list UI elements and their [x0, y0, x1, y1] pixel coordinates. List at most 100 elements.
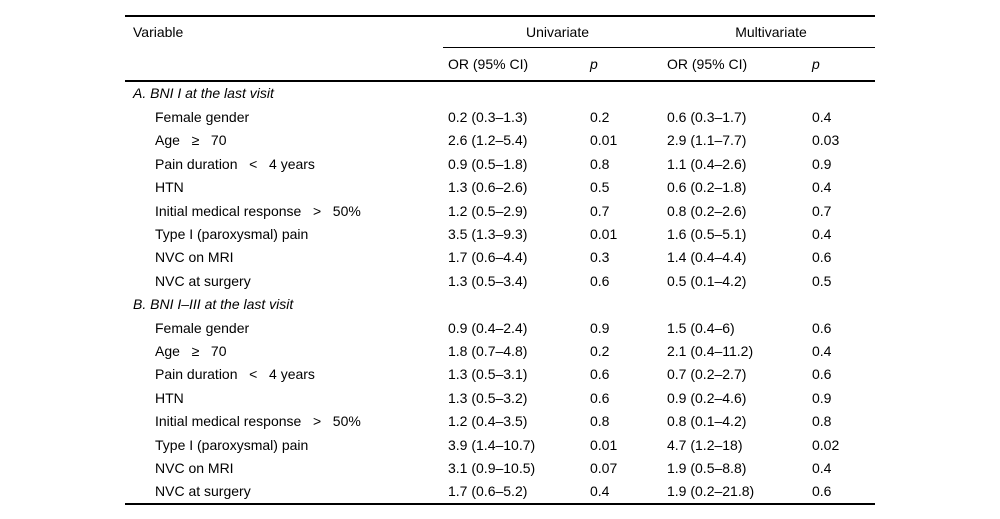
row-label-cell: NVC at surgery [155, 272, 251, 289]
table-row: Initial medical response > 50% 1.2 (0.5–2… [125, 199, 875, 222]
table-subheader-row: OR (95% CI) p OR (95% CI) p [125, 48, 875, 80]
table-row: Pain duration < 4 years 0.9 (0.5–1.8) 0.8 1… [125, 152, 875, 175]
univariate-or-cell: 3.1 (0.9–10.5) [448, 459, 536, 476]
row-label-cell: NVC on MRI [155, 459, 234, 476]
table-row: HTN 1.3 (0.6–2.6) 0.5 0.6 (0.2–1.8) 0.4 [125, 176, 875, 199]
multivariate-p-cell: 0.6 [812, 249, 832, 266]
table-row: Female gender 0.9 (0.4–2.4) 0.9 1.5 (0.4–6)… [125, 316, 875, 339]
row-label-cell: Type I (paroxysmal) pain [155, 226, 309, 243]
univariate-p-cell: 0.6 [590, 366, 610, 383]
multivariate-or-cell: 2.1 (0.4–11.2) [667, 342, 754, 359]
table-top-rule [125, 15, 875, 17]
univariate-or-cell: 0.9 (0.4–2.4) [448, 319, 528, 336]
univariate-p-cell: 0.8 [590, 155, 610, 172]
row-label-cell: Pain duration < 4 years [155, 366, 315, 383]
header-body-rule [125, 80, 875, 82]
results-table: Variable Univariate Multivariate OR (95%… [125, 15, 875, 506]
univariate-group-header: Univariate [525, 24, 590, 40]
multivariate-or-cell: 1.6 (0.5–5.1) [667, 226, 747, 243]
row-label-cell: Initial medical response > 50% [155, 413, 361, 430]
multivariate-p-cell: 0.7 [812, 202, 832, 219]
multivariate-or-cell: 0.5 (0.1–4.2) [667, 272, 747, 289]
table-row: NVC at surgery 1.3 (0.5–3.4) 0.6 0.5 (0.1–4… [125, 269, 875, 292]
univariate-p-cell: 0.2 [590, 109, 610, 126]
univariate-or-cell: 1.2 (0.4–3.5) [448, 413, 528, 430]
multivariate-p-cell: 0.02 [812, 436, 840, 453]
table-bottom-rule [125, 503, 875, 506]
table-row: NVC at surgery 1.7 (0.6–5.2) 0.4 1.9 (0.2–2… [125, 480, 875, 503]
univariate-or-cell: 0.2 (0.3–1.3) [448, 109, 528, 126]
univariate-p-cell: 0.6 [590, 389, 610, 406]
univariate-or-cell: 3.5 (1.3–9.3) [448, 226, 528, 243]
univariate-or-cell: 0.9 (0.5–1.8) [448, 155, 528, 172]
table-row: Pain duration < 4 years 1.3 (0.5–3.1) 0.6 0… [125, 363, 875, 386]
table-row: Type I (paroxysmal) pain 3.5 (1.3–9.3) 0.0… [125, 222, 875, 245]
table-group-header-row: Variable Univariate Multivariate [125, 17, 875, 47]
multivariate-or-cell: 1.4 (0.4–4.4) [667, 249, 747, 266]
table-row: Age ≥ 70 2.6 (1.2–5.4) 0.01 2.9 (1.1–7.7) 0.… [125, 129, 875, 152]
multivariate-or-cell: 0.8 (0.1–4.2) [667, 413, 747, 430]
multivariate-p-cell: 0.4 [812, 226, 832, 243]
multivariate-p-cell: 0.6 [812, 366, 832, 383]
row-label-cell: Initial medical response > 50% [155, 202, 361, 219]
univariate-p-cell: 0.6 [590, 272, 610, 289]
univariate-p-cell: 0.9 [590, 319, 610, 336]
multivariate-or-cell: 0.8 (0.2–2.6) [667, 202, 747, 219]
multivariate-p-cell: 0.9 [812, 155, 832, 172]
multivariate-or-cell: 1.1 (0.4–2.6) [667, 155, 747, 172]
univariate-or-cell: 3.9 (1.4–10.7) [448, 436, 536, 453]
univariate-p-cell: 0.3 [590, 249, 610, 266]
multivariate-p-cell: 0.4 [812, 179, 832, 196]
univariate-p-cell: 0.01 [590, 226, 618, 243]
univariate-or-cell: 1.7 (0.6–5.2) [448, 483, 528, 500]
univariate-p-cell: 0.07 [590, 459, 618, 476]
table-row: Female gender 0.2 (0.3–1.3) 0.2 0.6 (0.3–1.… [125, 105, 875, 128]
table-row: HTN 1.3 (0.5–3.2) 0.6 0.9 (0.2–4.6) 0.9 [125, 386, 875, 409]
univariate-p-cell: 0.7 [590, 202, 610, 219]
multivariate-p-cell: 0.5 [812, 272, 832, 289]
univariate-p-cell: 0.2 [590, 342, 610, 359]
group-header-underline [443, 47, 875, 48]
multivariate-or-cell: 0.6 (0.2–1.8) [667, 179, 747, 196]
multivariate-p-cell: 0.4 [812, 342, 832, 359]
row-label-cell: Pain duration < 4 years [155, 155, 315, 172]
row-label-cell: Age ≥ 70 [155, 132, 227, 149]
section-title: A. BNI I at the last visit [133, 85, 274, 101]
univariate-p-header: p [590, 56, 598, 72]
row-label-cell: NVC at surgery [155, 483, 251, 500]
multivariate-p-cell: 0.6 [812, 319, 832, 336]
table-row: Initial medical response > 50% 1.2 (0.4–3… [125, 409, 875, 432]
univariate-p-cell: 0.01 [590, 436, 618, 453]
multivariate-or-cell: 2.9 (1.1–7.7) [667, 132, 747, 149]
univariate-or-cell: 1.8 (0.7–4.8) [448, 342, 528, 359]
row-label-cell: HTN [155, 389, 184, 406]
multivariate-p-cell: 0.9 [812, 389, 832, 406]
multivariate-or-cell: 0.7 (0.2–2.7) [667, 366, 747, 383]
multivariate-or-header: OR (95% CI) [667, 56, 748, 72]
multivariate-p-cell: 0.4 [812, 109, 832, 126]
univariate-or-cell: 1.3 (0.5–3.1) [448, 366, 528, 383]
multivariate-p-cell: 0.03 [812, 132, 840, 149]
multivariate-p-cell: 0.6 [812, 483, 832, 500]
table-row: Age ≥ 70 1.8 (0.7–4.8) 0.2 2.1 (0.4–11.2) 0.… [125, 339, 875, 362]
row-label-cell: HTN [155, 179, 184, 196]
table-body: A. BNI I at the last visit Female gender 0… [125, 82, 875, 503]
univariate-p-cell: 0.01 [590, 132, 618, 149]
univariate-or-header: OR (95% CI) [448, 56, 529, 72]
row-label-cell: NVC on MRI [155, 249, 234, 266]
multivariate-or-cell: 1.5 (0.4–6) [667, 319, 735, 336]
section-title: B. BNI I–III at the last visit [133, 295, 294, 312]
multivariate-p-header: p [812, 56, 820, 72]
multivariate-or-cell: 0.9 (0.2–4.6) [667, 389, 747, 406]
multivariate-or-cell: 0.6 (0.3–1.7) [667, 109, 747, 126]
multivariate-group-header: Multivariate [735, 24, 807, 40]
univariate-p-cell: 0.4 [590, 483, 610, 500]
univariate-p-cell: 0.5 [590, 179, 610, 196]
multivariate-p-cell: 0.8 [812, 413, 832, 430]
multivariate-or-cell: 1.9 (0.5–8.8) [667, 459, 747, 476]
multivariate-or-cell: 4.7 (1.2–18) [667, 436, 743, 453]
table-row: NVC on MRI 1.7 (0.6–4.4) 0.3 1.4 (0.4–4.4) 0… [125, 246, 875, 269]
univariate-p-cell: 0.8 [590, 413, 610, 430]
univariate-or-cell: 1.3 (0.5–3.4) [448, 272, 528, 289]
